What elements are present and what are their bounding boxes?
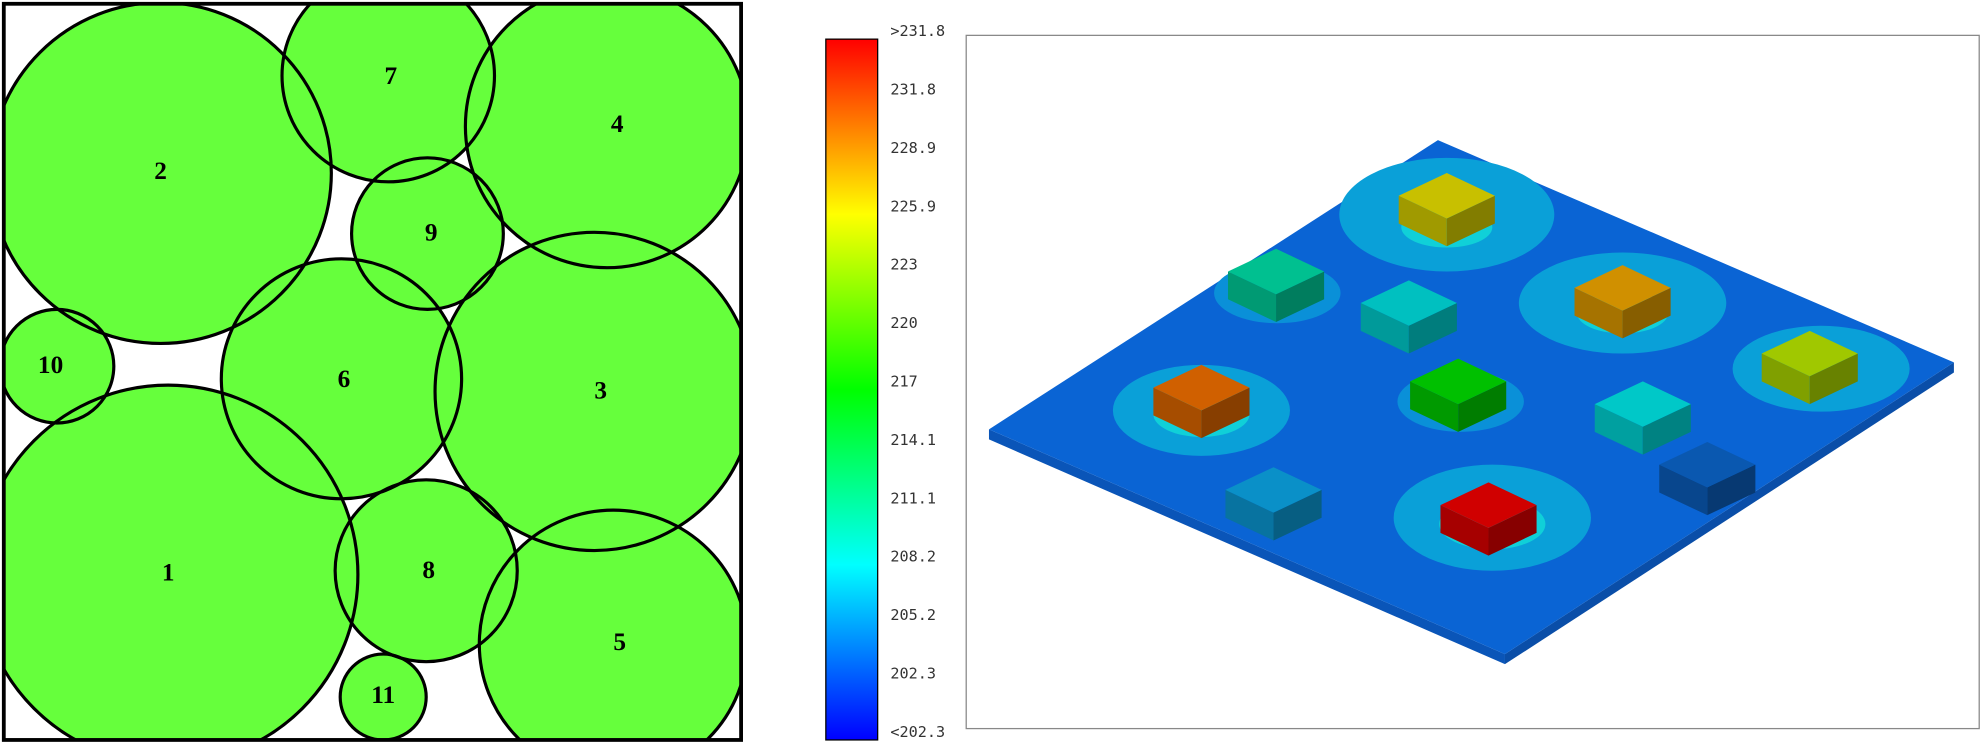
node-label: 5: [613, 628, 626, 656]
cube-top: [1225, 467, 1322, 513]
colorbar-label: 231.8: [890, 80, 936, 98]
colorbar-label: 214.1: [890, 431, 936, 449]
circle-fill: [3, 309, 114, 423]
circle-fill: [479, 510, 742, 740]
cube-side: [1360, 303, 1409, 354]
cube-side: [1659, 464, 1708, 516]
cube-side: [1574, 287, 1623, 339]
plate-side: [988, 429, 1505, 665]
cube-side: [1273, 489, 1322, 541]
colorbar-label: 208.2: [890, 548, 936, 566]
cube-side: [1446, 195, 1495, 247]
colorbar-label: <202.3: [890, 723, 945, 741]
circle-outline: [333, 478, 519, 664]
node-label: 3: [594, 377, 607, 405]
circle-outline: [3, 383, 360, 740]
layout-border: [1, 1, 743, 742]
cube-top: [1410, 358, 1507, 405]
cube-side: [1809, 353, 1858, 405]
cube-top: [1440, 482, 1537, 528]
colorbar-label: 225.9: [890, 197, 936, 215]
node-label: 8: [422, 556, 435, 584]
circle-outline: [3, 307, 116, 425]
circle-outline: [349, 156, 505, 311]
node-label: 7: [384, 62, 397, 90]
cube-side: [1153, 387, 1202, 439]
thermal-render: [988, 140, 1954, 665]
cube-top: [1761, 330, 1858, 377]
cube-side: [1488, 505, 1537, 556]
plate-side: [1504, 362, 1954, 665]
colorbar-label: 211.1: [890, 489, 936, 507]
circle-fill: [221, 258, 462, 499]
colorbar-label: 205.2: [890, 606, 936, 624]
circle-outline: [463, 3, 742, 270]
node-label: 10: [38, 351, 63, 379]
node-label: 1: [162, 558, 175, 586]
circle-outline: [338, 652, 428, 740]
colorbar-label: 202.3: [890, 664, 936, 682]
cube-side: [1408, 303, 1457, 354]
colorbar: [825, 38, 879, 741]
node-label: 11: [371, 681, 395, 709]
circle-fill: [282, 3, 495, 182]
colorbar-labels: >231.8 231.8 228.9 225.9 223 220 217 214.1 211.1…: [890, 22, 945, 741]
circle-fill: [340, 654, 427, 740]
circle-outline: [433, 230, 742, 553]
cube-side: [1622, 287, 1671, 339]
cube-side: [1458, 381, 1507, 432]
cube-top: [1153, 364, 1250, 411]
cube-side: [1594, 404, 1643, 455]
colorbar-label: >231.8: [890, 22, 945, 40]
circle-outline: [219, 257, 464, 501]
cube-top: [1398, 172, 1495, 219]
cube-top: [1227, 248, 1325, 295]
cube-side: [1227, 271, 1277, 322]
node-label: 4: [611, 110, 624, 138]
circle-fill: [465, 3, 742, 268]
circle-layout: [3, 3, 742, 740]
cube-side: [1398, 195, 1447, 247]
cube-side: [1410, 381, 1459, 432]
circle-outline: [280, 3, 497, 184]
colorbar-label: 217: [890, 372, 917, 390]
circle-fill: [335, 479, 518, 662]
node-label: 6: [338, 365, 351, 393]
cube-side: [1225, 489, 1274, 541]
cube-side: [1761, 353, 1810, 405]
circle-outline: [3, 3, 333, 345]
circle-fill: [351, 157, 504, 310]
cube-top: [1574, 265, 1671, 311]
circle-fill: [435, 232, 742, 551]
cube-top: [1360, 280, 1457, 326]
cube-side: [1201, 387, 1250, 439]
colorbar-label: 228.9: [890, 139, 936, 157]
node-label: 2: [154, 157, 167, 185]
cube-side: [1440, 505, 1489, 556]
node-label: 9: [425, 219, 438, 247]
circle-fill: [3, 3, 332, 344]
cube-top: [1659, 441, 1756, 488]
cube-side: [1707, 464, 1756, 516]
cube-side: [1642, 404, 1691, 455]
colorbar-label: 220: [890, 314, 917, 332]
cube-top: [1594, 381, 1691, 427]
cube-side: [1276, 271, 1325, 322]
node-labels: 1 2 3 4 5 6 7 8 9 10 11: [38, 62, 626, 709]
colorbar-label: 223: [890, 256, 917, 274]
